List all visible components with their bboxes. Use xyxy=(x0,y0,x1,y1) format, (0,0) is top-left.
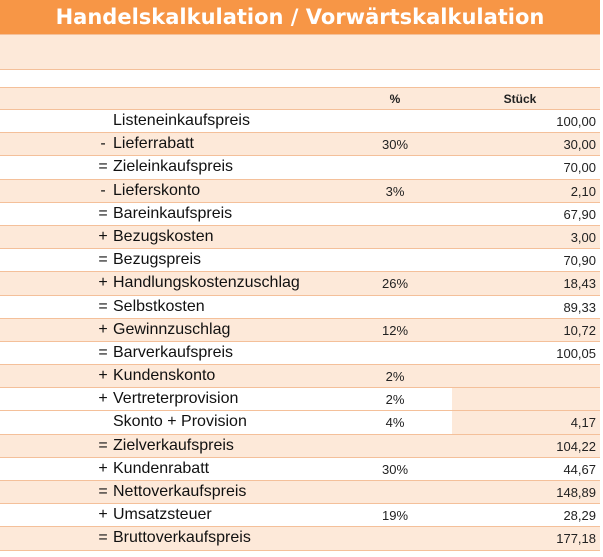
row-operator: = xyxy=(98,204,108,222)
row-value: 100,00 xyxy=(556,114,596,129)
table-row[interactable]: + Bezugskosten 3,00 xyxy=(0,225,600,250)
row-label: Zieleinkaufspreis xyxy=(113,158,234,176)
row-label: Nettoverkaufspreis xyxy=(113,483,247,500)
row-label: Zielverkaufspreis xyxy=(113,436,234,454)
row-value: 18,43 xyxy=(563,276,596,292)
row-label: Bareinkaufspreis xyxy=(113,204,233,222)
row-percent: 30% xyxy=(381,461,409,477)
table-row[interactable]: = Bruttoverkaufspreis 177,18 xyxy=(0,527,600,551)
row-label: Handlungskostenzuschlag xyxy=(113,274,300,292)
calculation-rows: Listeneinkaufspreis 100,00- Lieferrabatt 30… xyxy=(0,110,600,551)
row-operator: = xyxy=(98,251,108,269)
row-percent: 19% xyxy=(381,508,409,524)
row-operator: + xyxy=(98,274,108,292)
row-label: Kundenskonto xyxy=(113,367,216,385)
table-row[interactable]: = Nettoverkaufspreis 148,89 xyxy=(0,481,600,505)
row-label: Bezugskosten xyxy=(113,227,214,245)
row-value: 100,05 xyxy=(556,345,596,361)
row-operator: = xyxy=(98,158,108,176)
row-operator: = xyxy=(98,343,108,361)
row-label: Lieferskonto xyxy=(113,181,201,199)
table-row[interactable]: = Zielverkaufspreis 104,22 xyxy=(0,434,600,458)
row-operator: + xyxy=(98,390,108,408)
row-value: 89,33 xyxy=(563,299,596,315)
row-percent: 26% xyxy=(381,276,409,292)
table-row[interactable]: - Lieferskonto 3% 2,10 xyxy=(0,179,600,203)
row-label: Bezugspreis xyxy=(113,251,202,269)
row-percent: 2% xyxy=(385,369,405,385)
row-percent: 30% xyxy=(381,137,409,153)
row-value: 4,17 xyxy=(570,415,596,431)
row-label: Skonto + Provision xyxy=(113,413,247,431)
table-row[interactable]: - Lieferrabatt 30% 30,00 xyxy=(0,133,600,157)
row-percent: 4% xyxy=(385,415,405,431)
row-value: 104,22 xyxy=(556,438,596,454)
table-row[interactable]: = Selbstkosten 89,33 xyxy=(0,296,600,319)
row-value: 70,00 xyxy=(563,160,596,176)
table-row[interactable]: = Zieleinkaufspreis 70,00 xyxy=(0,156,600,180)
table-row[interactable]: = Bareinkaufspreis 67,90 xyxy=(0,203,600,226)
row-value: 177,18 xyxy=(556,531,596,547)
table-row[interactable]: + Gewinnzuschlag 12% 10,72 xyxy=(0,318,600,342)
row-label: Selbstkosten xyxy=(113,297,205,315)
table-row[interactable]: + Vertreterprovision 2% xyxy=(0,388,600,412)
row-label: Gewinnzuschlag xyxy=(113,320,231,338)
row-percent: 2% xyxy=(385,392,405,408)
sheet-title: Handelskalkulation / Vorwärtskalkulation xyxy=(0,0,600,35)
row-value: 44,67 xyxy=(563,461,596,477)
table-row[interactable]: + Handlungskostenzuschlag 26% 18,43 xyxy=(0,272,600,296)
percent-column-header: % xyxy=(389,92,401,106)
row-operator: + xyxy=(98,227,108,245)
row-operator: - xyxy=(100,181,106,199)
row-value: 67,90 xyxy=(563,206,596,222)
empty-band-row[interactable] xyxy=(0,35,600,70)
row-value: 3,00 xyxy=(570,229,596,245)
row-operator: = xyxy=(98,529,108,547)
row-value: 148,89 xyxy=(556,485,596,500)
row-label: Lieferrabatt xyxy=(113,135,194,153)
row-value: 2,10 xyxy=(570,183,596,199)
table-row[interactable]: + Kundenskonto 2% xyxy=(0,365,600,389)
table-row[interactable]: + Kundenrabatt 30% 44,67 xyxy=(0,458,600,481)
row-operator: + xyxy=(98,367,108,385)
row-operator: + xyxy=(98,320,108,338)
row-label: Vertreterprovision xyxy=(113,390,239,408)
row-operator: = xyxy=(98,297,108,315)
row-value: 30,00 xyxy=(563,137,596,153)
table-row[interactable]: = Bezugspreis 70,90 xyxy=(0,249,600,273)
row-label: Umsatzsteuer xyxy=(113,506,212,524)
row-operator: + xyxy=(98,506,108,524)
row-operator: = xyxy=(98,483,108,500)
row-label: Kundenrabatt xyxy=(113,459,210,477)
row-label: Listeneinkaufspreis xyxy=(113,112,250,129)
column-header-row: % Stück xyxy=(0,88,600,110)
table-row[interactable]: Skonto + Provision 4% 4,17 xyxy=(0,411,600,435)
unit-column-header: Stück xyxy=(503,92,537,106)
table-row[interactable]: Listeneinkaufspreis 100,00 xyxy=(0,110,600,134)
row-operator: = xyxy=(98,436,108,454)
row-value: 10,72 xyxy=(563,322,596,338)
empty-row[interactable] xyxy=(0,70,600,88)
row-percent: 12% xyxy=(381,322,409,338)
row-label: Barverkaufspreis xyxy=(113,343,234,361)
row-operator: + xyxy=(98,459,108,477)
row-operator: - xyxy=(100,135,106,153)
table-row[interactable]: + Umsatzsteuer 19% 28,29 xyxy=(0,504,600,528)
row-value: 28,29 xyxy=(563,508,596,524)
row-value: 70,90 xyxy=(563,253,596,269)
table-row[interactable]: = Barverkaufspreis 100,05 xyxy=(0,342,600,366)
row-percent: 3% xyxy=(385,183,405,199)
row-label: Bruttoverkaufspreis xyxy=(113,529,251,547)
